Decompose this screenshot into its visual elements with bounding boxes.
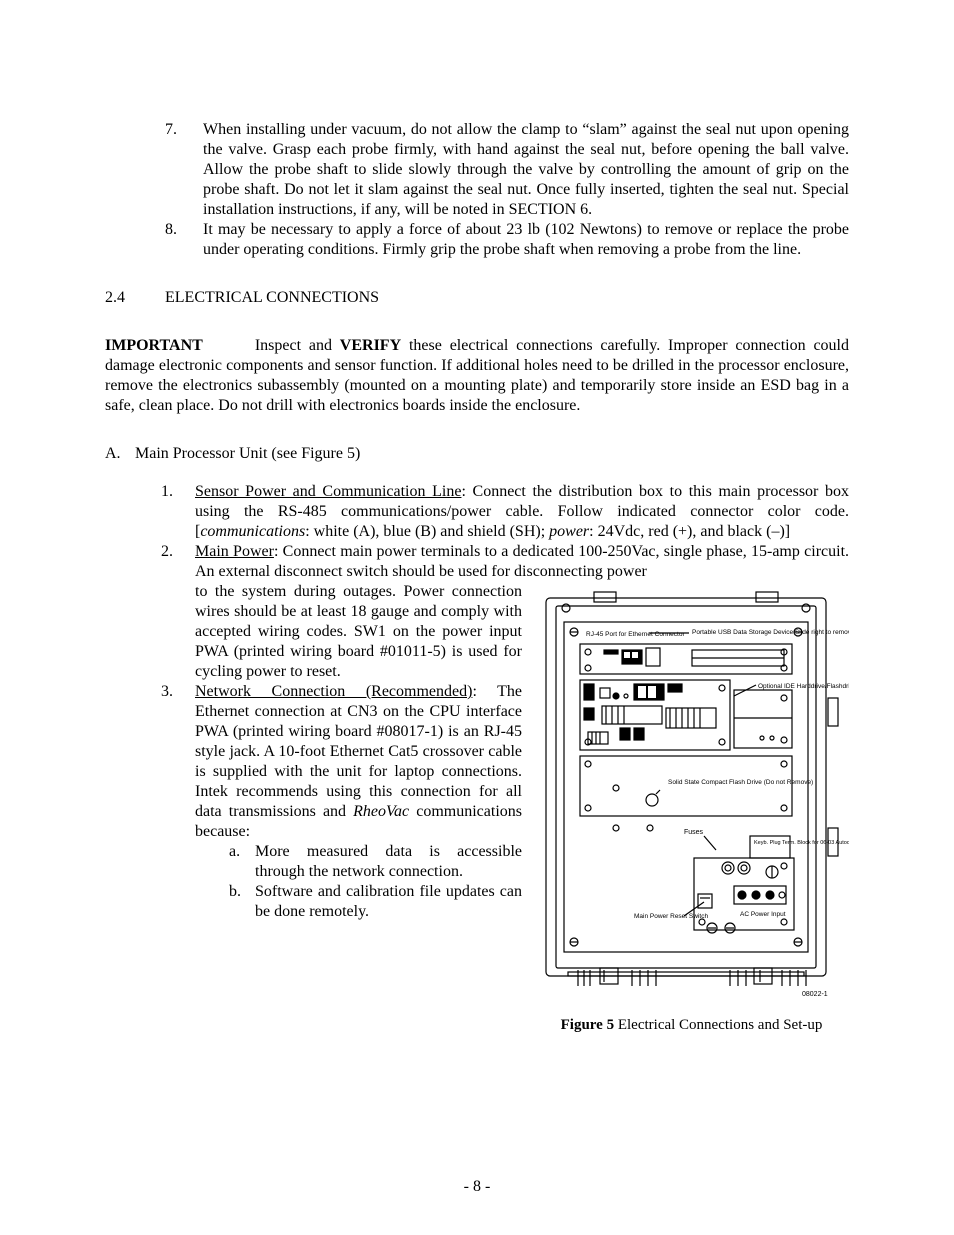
italic: RheoVac [353,803,409,820]
text: : The Ethernet connection at CN3 on the … [195,683,522,820]
figure-5-diagram: RJ-45 Port for Ethernet Connector Portab… [534,588,849,1008]
svg-text:08022-1: 08022-1 [802,991,828,998]
section-number: 2.4 [105,288,165,308]
figure-caption-text: Electrical Connections and Set-up [614,1017,822,1033]
inner-item-3: 3. Network Connection (Recommended): The… [161,682,522,922]
document-page: 7. When installing under vacuum, do not … [0,0,954,1235]
verify-label: VERIFY [340,337,401,354]
subsection-a: A. Main Processor Unit (see Figure 5) [105,444,849,464]
rest-text: these electrical connections carefully. … [105,337,849,414]
text: : Connect main power terminals to a dedi… [195,543,849,580]
abc-sublist: a. More measured data is accessible thro… [229,842,522,922]
underlined-lead: Network Connection (Recommended) [195,683,472,700]
figure-label: Figure 5 [561,1017,614,1033]
top-numbered-list: 7. When installing under vacuum, do not … [165,120,849,260]
sub-item-a: a. More measured data is accessible thro… [229,842,522,882]
left-column: to the system during outages. Power conn… [161,582,534,922]
page-content: 7. When installing under vacuum, do not … [105,120,849,1035]
svg-text:Optional IDE Harddrive/Flashdr: Optional IDE Harddrive/Flashdrive [758,683,849,690]
svg-text:Solid State Compact Flash Driv: Solid State Compact Flash Drive (Do not … [668,779,813,786]
inner-numbered-list: 1. Sensor Power and Communication Line : … [161,482,849,1035]
item-number: 7. [165,120,177,140]
svg-text:RJ-45 Port for Ethernet Connec: RJ-45 Port for Ethernet Connector [586,631,685,638]
text: Software and calibration file updates ca… [255,883,522,920]
list-item-8: 8. It may be necessary to apply a force … [165,220,849,260]
italic: communications [200,523,305,540]
item-number: 3. [161,682,173,702]
underlined-lead: Main Power [195,543,274,560]
sub-item-b: b. Software and calibration file updates… [229,882,522,922]
inner-item-2-fullwidth: 2. Main Power: Connect main power termin… [161,542,849,582]
item-text: It may be necessary to apply a force of … [203,221,849,258]
text: : white (A), blue (B) and shield (SH); [305,523,549,540]
figure-caption: Figure 5 Electrical Connections and Set-… [534,1016,849,1035]
important-paragraph: IMPORTANT Inspect and VERIFY these electr… [105,336,849,416]
list-item-7: 7. When installing under vacuum, do not … [165,120,849,220]
item-marker: b. [229,882,241,902]
item-marker: a. [229,842,240,862]
item-number: 8. [165,220,177,240]
text: More measured data is accessible through… [255,843,522,880]
svg-text:Portable USB Data Storage Devi: Portable USB Data Storage Device Slide r… [692,629,849,636]
subsection-text: Main Processor Unit (see Figure 5) [135,445,360,462]
section-heading: 2.4 ELECTRICAL CONNECTIONS [105,288,849,308]
inner-item-2-continued: to the system during outages. Power conn… [161,582,522,682]
section-title: ELECTRICAL CONNECTIONS [165,288,849,308]
underlined-lead: Sensor Power and Communication Line [195,483,461,500]
item-number: 1. [161,482,173,502]
two-column-region: to the system during outages. Power conn… [161,582,849,1035]
item-text: When installing under vacuum, do not all… [203,121,849,218]
subsection-marker: A. [105,444,121,464]
item-number: 2. [161,542,173,562]
text: : 24Vdc, red (+), and black (–)] [589,523,790,540]
important-label: IMPORTANT [105,337,203,354]
figure-column: RJ-45 Port for Ethernet Connector Portab… [534,582,849,1035]
svg-text:Keyb. Plug Term. Block for 06-: Keyb. Plug Term. Block for 06-03 Autodow… [754,840,849,846]
text: to the system during outages. Power conn… [195,583,522,680]
svg-text:AC Power Input: AC Power Input [740,911,786,918]
inner-item-1: 1. Sensor Power and Communication Line : … [161,482,849,542]
italic: power [549,523,589,540]
page-number: - 8 - [0,1177,954,1197]
lead-text: Inspect and [255,337,340,354]
svg-text:Main Power Reset Switch: Main Power Reset Switch [634,913,708,920]
svg-text:Fuses: Fuses [684,829,704,836]
